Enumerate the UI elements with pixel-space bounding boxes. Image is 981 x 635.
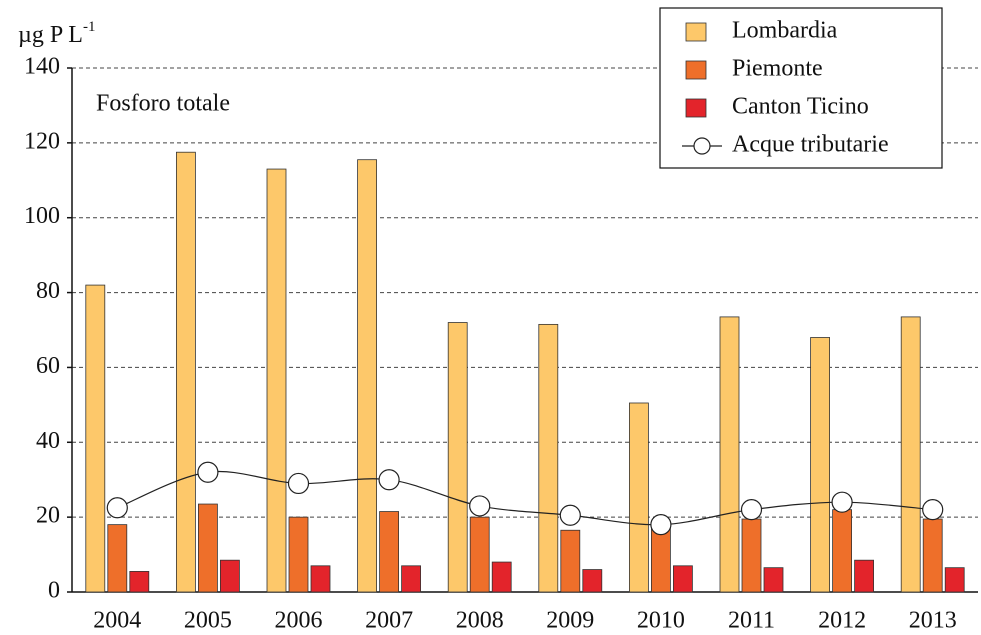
- marker: [287, 472, 310, 495]
- bar: [107, 524, 128, 593]
- bar: [447, 322, 468, 593]
- marker: [559, 504, 581, 526]
- x-tick-label: 2006: [275, 608, 323, 634]
- legend-swatch: [685, 60, 707, 80]
- y-tick-label: 0: [48, 578, 60, 604]
- legend: Lombardia Piemonte Canton Ticino Acque trib…: [659, 7, 943, 169]
- x-tick-label: 2013: [909, 608, 957, 634]
- bar: [129, 571, 150, 593]
- bar: [401, 565, 422, 593]
- bar: [673, 565, 693, 593]
- bar: [288, 516, 309, 593]
- bar: [832, 509, 852, 593]
- x-tick-label: 2005: [184, 608, 232, 634]
- y-tick-label: 80: [36, 278, 60, 304]
- bar: [944, 567, 965, 593]
- x-tick-label: 2010: [637, 608, 685, 634]
- y-tick-label: 100: [24, 203, 60, 229]
- bar: [582, 569, 603, 593]
- bar: [922, 518, 943, 593]
- bar: [379, 511, 400, 593]
- bar: [197, 503, 218, 593]
- bar: [310, 565, 331, 593]
- marker: [106, 497, 128, 519]
- x-tick-label: 2011: [728, 608, 775, 634]
- x-tick-label: 2008: [456, 608, 504, 634]
- bar: [357, 159, 378, 593]
- marker: [740, 499, 763, 521]
- legend-label: Canton Ticino: [732, 94, 869, 120]
- y-tick-label: 120: [24, 128, 60, 154]
- x-tick-label: 2004: [93, 608, 141, 634]
- bar: [538, 323, 559, 593]
- bar: [810, 337, 830, 593]
- bar: [719, 316, 740, 593]
- bar: [741, 518, 762, 593]
- bar: [854, 559, 874, 593]
- y-tick-label: 40: [36, 428, 60, 454]
- bar: [469, 516, 490, 593]
- legend-swatch: [685, 98, 707, 118]
- x-tick-label: 2012: [818, 608, 866, 634]
- marker: [831, 491, 853, 513]
- bar: [175, 151, 196, 593]
- marker: [922, 499, 944, 521]
- y-tick-label: 60: [36, 353, 60, 379]
- bar: [560, 529, 581, 593]
- legend-label: Acque tributarie: [732, 132, 889, 158]
- marker: [378, 469, 400, 491]
- bar: [85, 284, 106, 593]
- bar: [219, 559, 240, 593]
- legend-label: Piemonte: [732, 56, 823, 82]
- y-tick-label: 20: [36, 503, 60, 529]
- bar: [629, 402, 649, 593]
- legend-swatch: [685, 22, 707, 42]
- marker: [469, 495, 491, 517]
- marker: [650, 514, 672, 536]
- marker: [197, 461, 219, 483]
- legend-marker: [693, 137, 711, 155]
- x-tick-label: 2009: [546, 608, 594, 634]
- annotation: Fosforo totale: [96, 91, 230, 117]
- line: [117, 470, 933, 526]
- bar: [266, 168, 287, 593]
- y-tick-label: 140: [24, 54, 60, 80]
- bar: [763, 567, 784, 593]
- bar: [900, 316, 921, 593]
- x-tick-label: 2007: [365, 608, 413, 634]
- bar: [491, 561, 512, 593]
- legend-label: Lombardia: [732, 18, 838, 44]
- y-axis-label: µg P L-1: [18, 19, 95, 47]
